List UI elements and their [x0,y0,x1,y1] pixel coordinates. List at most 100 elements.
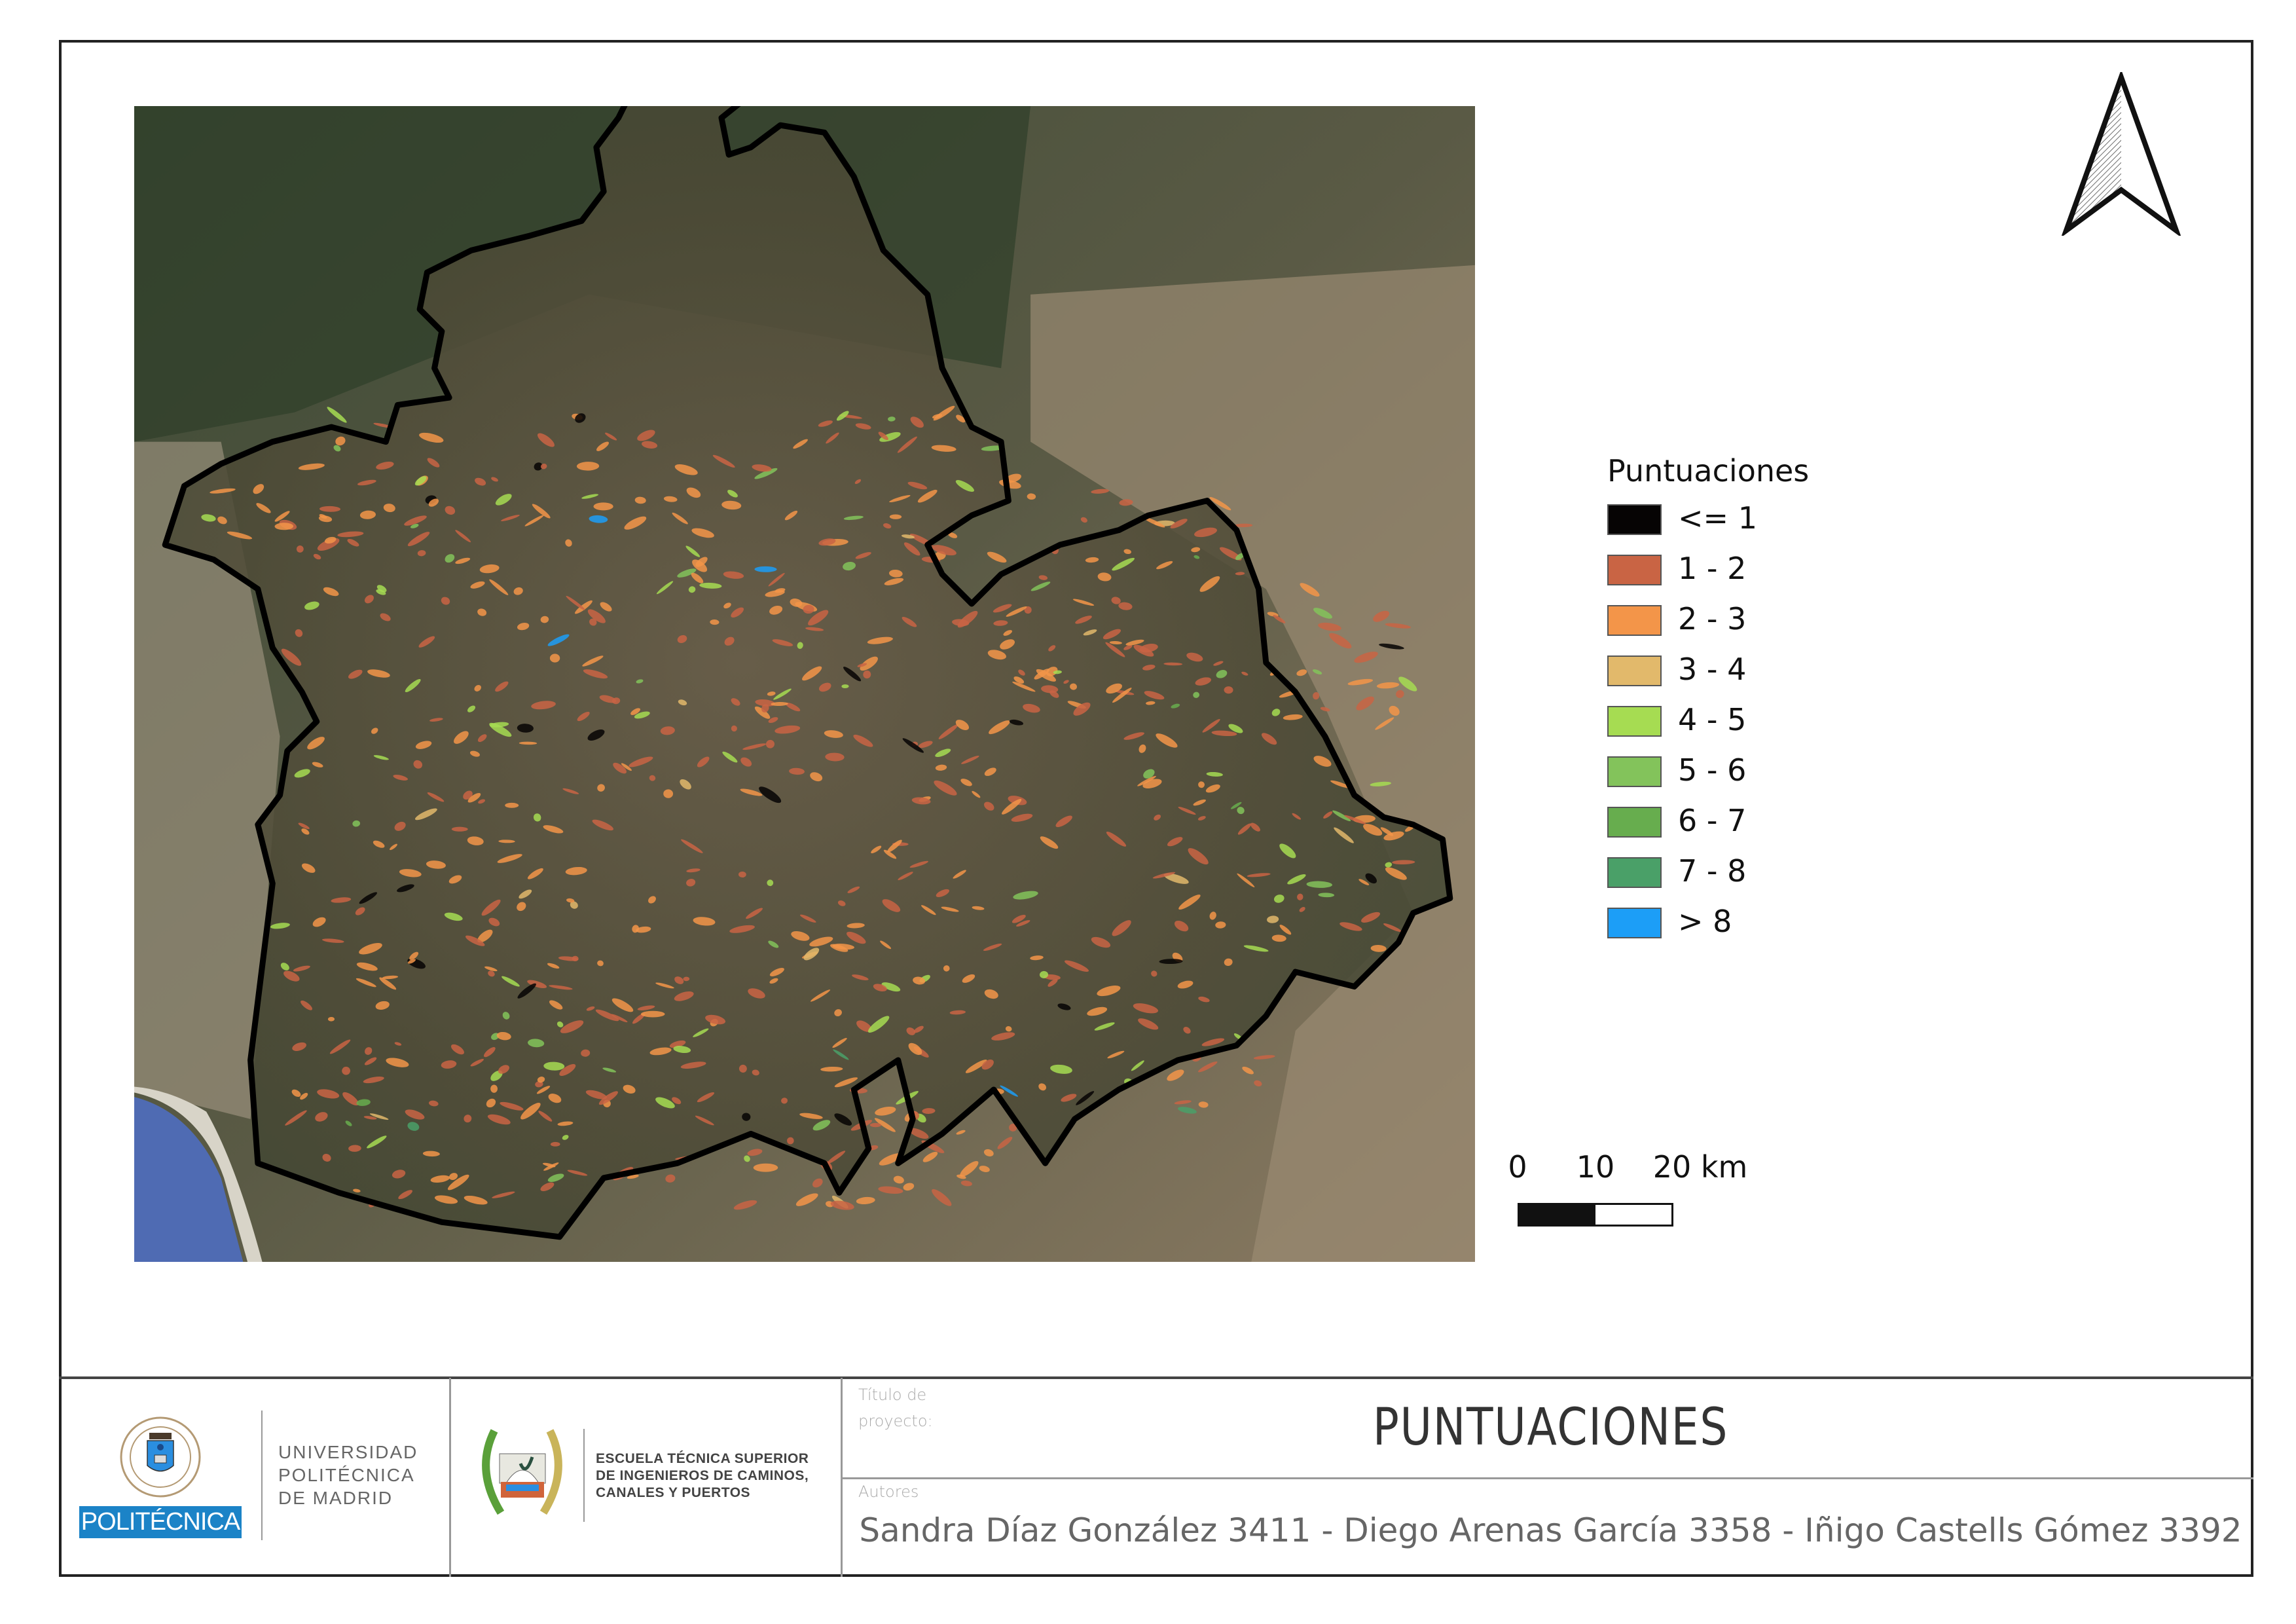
score-patch [853,734,873,747]
score-patch [712,454,735,468]
score-patch [768,940,779,948]
score-patch [979,1166,990,1172]
score-patch [1237,873,1255,888]
score-patch [1151,970,1157,977]
score-patch [210,488,236,494]
legend-label: 3 - 4 [1678,652,1747,687]
score-patch [903,542,920,556]
score-patch [1112,920,1131,936]
score-patch [1365,873,1377,884]
score-patch [296,545,304,553]
scale-label-10: 10 [1576,1149,1615,1185]
score-patch [1250,822,1260,832]
score-patch [318,515,333,523]
score-patch [810,772,823,782]
score-patch [495,681,509,692]
score-patch [313,553,321,560]
legend-swatch [1607,504,1662,535]
score-patch [641,441,658,449]
score-patch [548,1094,562,1103]
score-patches [201,405,1417,1210]
score-patch [540,1182,555,1192]
score-patch [910,416,924,428]
satellite-map[interactable] [134,106,1475,1262]
score-patch [766,739,775,748]
score-patch [993,620,1008,626]
score-patch [768,717,778,723]
score-patch [445,554,455,563]
score-patch [335,436,346,446]
score-patch [888,416,896,422]
score-patch [1183,1026,1191,1034]
score-patch [538,1111,553,1122]
score-patch [470,1059,484,1067]
score-patch [799,1113,823,1119]
score-patch [847,886,860,893]
score-patch [1009,1123,1017,1132]
score-patch [595,1009,619,1022]
score-patch [863,670,871,679]
score-patch [1171,703,1180,709]
study-area-boundary[interactable] [162,106,1453,1240]
score-patch [887,840,902,853]
score-patch [587,609,606,623]
score-patch [746,908,763,919]
score-patch [874,1118,896,1132]
score-patch [1085,557,1099,563]
score-patch [483,1046,496,1058]
score-patch [949,1010,966,1015]
score-patch [761,704,769,712]
score-patch [934,780,957,796]
score-patch [323,587,339,597]
score-patch [1143,769,1155,779]
legend-label: 1 - 2 [1678,551,1747,586]
score-patch [793,439,808,449]
authors-label: Autores [858,1483,919,1501]
score-patch [1105,642,1125,657]
score-patch [984,802,994,811]
score-patch [630,708,641,715]
score-patch [640,1010,665,1018]
score-patch [1194,555,1200,559]
score-patch [418,636,435,648]
score-patch [935,764,947,771]
score-patch [365,1047,373,1055]
score-patch [605,432,617,441]
score-patch [547,1173,564,1182]
score-patch [1133,1003,1159,1014]
score-patch [686,868,701,873]
score-patch [413,760,423,769]
score-patch [285,1110,307,1126]
score-patch [632,925,640,933]
score-patch [932,545,957,556]
score-patch [517,902,526,912]
score-patch [527,980,547,989]
score-patch [549,654,560,663]
score-patch [1279,843,1296,858]
score-patch [359,892,378,904]
score-patch [991,1032,1015,1041]
score-patch [1202,719,1220,733]
score-patch [856,1020,872,1032]
north-arrow-icon [2061,72,2181,236]
score-patch [731,698,740,706]
score-patch [1363,824,1383,836]
score-patch [830,1200,854,1210]
score-patch [301,863,316,873]
score-patch [931,445,957,452]
score-patch [898,872,913,881]
score-patch [1224,686,1233,694]
score-patch [407,1122,420,1131]
score-patch [871,845,882,854]
score-patch [672,1097,682,1105]
legend-label: 4 - 5 [1678,702,1747,737]
score-patch [789,767,805,775]
score-patch [1186,652,1203,662]
score-patch [557,1121,574,1126]
score-patch [1156,733,1178,748]
score-patch [455,557,471,564]
score-patch [1385,867,1407,880]
score-patch [808,610,829,626]
score-patch [342,1092,359,1106]
score-patch [253,484,264,494]
